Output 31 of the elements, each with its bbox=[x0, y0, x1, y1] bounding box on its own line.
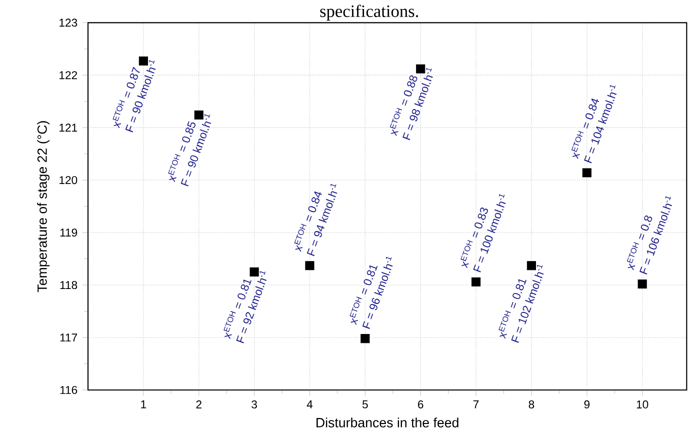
y-tick-label: 123 bbox=[60, 18, 78, 27]
x-tick-label: 6 bbox=[418, 400, 424, 408]
point bbox=[471, 277, 481, 286]
y-tick-label: 120 bbox=[60, 176, 78, 184]
y-tick-label: 118 bbox=[60, 281, 78, 290]
point bbox=[526, 261, 536, 270]
x-tick-label: 4 bbox=[306, 400, 313, 408]
x-tick-label: 9 bbox=[584, 400, 590, 408]
y-tick-label: 117 bbox=[60, 334, 78, 342]
point bbox=[305, 261, 314, 270]
y-tick-label: 121 bbox=[60, 124, 78, 132]
x-tick-label: 1 bbox=[141, 400, 146, 408]
point bbox=[138, 56, 148, 66]
x-tick-label: 8 bbox=[528, 400, 534, 408]
x-axis-title: Disturbances in the feed bbox=[316, 418, 458, 428]
point bbox=[416, 64, 426, 74]
x-tick-label: 5 bbox=[362, 400, 368, 408]
point bbox=[360, 334, 370, 344]
y-tick-label: 122 bbox=[60, 71, 78, 80]
point bbox=[582, 168, 592, 178]
x-tick-label: 2 bbox=[196, 400, 202, 408]
point bbox=[250, 267, 259, 276]
chart-title: specifications. bbox=[320, 4, 418, 21]
x-tick-label: 7 bbox=[473, 400, 479, 408]
x-tick-label: 3 bbox=[252, 400, 257, 408]
x-tick-label: 10 bbox=[636, 400, 648, 408]
point bbox=[638, 279, 647, 289]
y-axis-title: Temperature of stage 22 (°C) bbox=[37, 121, 50, 292]
point bbox=[194, 110, 204, 120]
y-tick-label: 116 bbox=[60, 386, 78, 394]
y-tick-label: 119 bbox=[60, 228, 78, 237]
